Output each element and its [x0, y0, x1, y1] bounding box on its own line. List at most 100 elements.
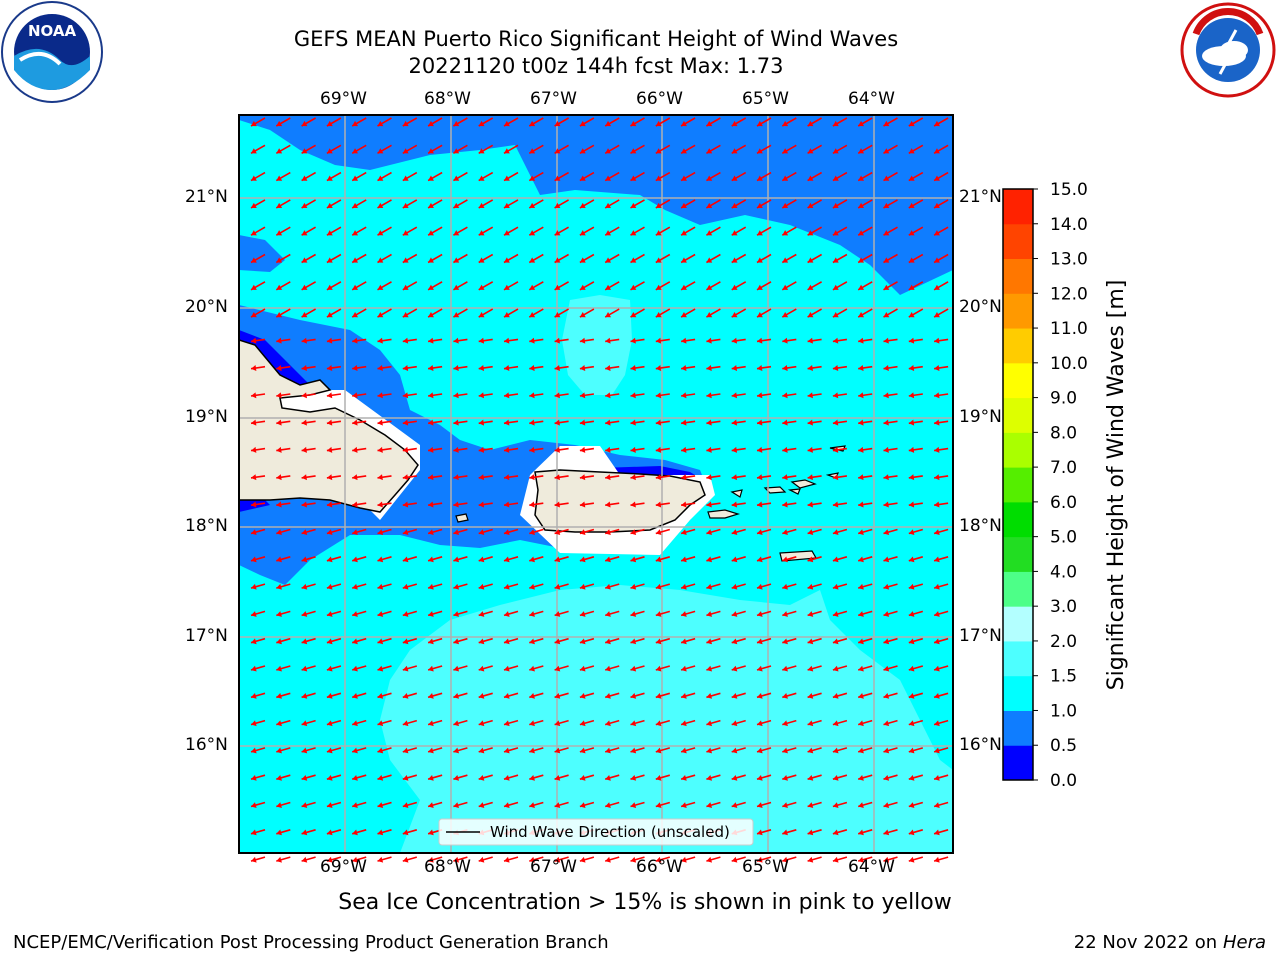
wave-direction-arrowhead [251, 284, 257, 290]
wave-direction-arrowhead [579, 720, 586, 727]
wave-direction-arrowhead [757, 693, 763, 699]
wave-direction-arrowhead [453, 720, 460, 727]
wave-direction-arrowhead [858, 148, 865, 154]
wave-direction-arrowhead [908, 611, 915, 617]
wave-direction-arrowhead [377, 365, 383, 371]
wave-direction-arrowhead [554, 529, 561, 536]
wave-direction-arrowhead [908, 446, 915, 453]
wave-direction-arrowhead [655, 148, 662, 154]
wave-direction-arrowhead [377, 257, 384, 263]
lat-label-right-20: 20°N [959, 297, 1002, 317]
wave-direction-arrowhead [832, 337, 839, 344]
wave-direction-arrowhead [681, 419, 687, 426]
wave-direction-arrowhead [908, 556, 915, 563]
lon-label-bottom-68: 68°W [424, 857, 471, 877]
wave-direction-arrowhead [605, 501, 611, 508]
wave-direction-arrowhead [579, 419, 586, 426]
wave-direction-arrowhead [579, 148, 586, 154]
wave-direction-arrowhead [453, 802, 460, 809]
wave-direction-arrowhead [731, 365, 738, 371]
wave-direction-arrowhead [529, 392, 535, 399]
wave-direction-arrowhead [377, 720, 384, 727]
wave-direction-arrowhead [605, 556, 611, 563]
wave-direction-arrowhead [934, 583, 940, 590]
wave-direction-arrowhead [655, 501, 662, 508]
colorbar-frame [1002, 188, 1034, 781]
wave-direction-arrowhead [301, 829, 308, 836]
colorbar-segment [1003, 606, 1033, 642]
colorbar-segment [1003, 258, 1033, 294]
colorbar-segment [1003, 328, 1033, 364]
wave-direction-arrowhead [807, 419, 813, 426]
wave-direction-arrowhead [377, 829, 384, 836]
wave-direction-arrowhead [858, 120, 865, 127]
wave-direction-arrowhead [630, 365, 636, 371]
wave-direction-arrowhead [352, 747, 358, 754]
wave-direction-arrowhead [276, 312, 283, 318]
wave-direction-arrowhead [807, 529, 814, 536]
wave-direction-arrowhead [605, 365, 611, 371]
wave-direction-arrowhead [934, 720, 940, 727]
wave-direction-arrowhead [478, 638, 485, 645]
wave-direction-arrowhead [402, 419, 409, 426]
wave-direction-arrowhead [605, 774, 611, 781]
wave-direction-arrowhead [630, 392, 636, 399]
wave-direction-arrowhead [655, 202, 662, 209]
wave-direction-arrowhead [529, 474, 535, 481]
wave-direction-arrowhead [579, 501, 586, 508]
wave-direction-arrowhead [453, 392, 459, 399]
wave-direction-arrowhead [883, 611, 890, 617]
colorbar-tick-label: 12.0 [1050, 284, 1088, 304]
wave-direction-arrowhead [276, 446, 282, 453]
wave-direction-arrowhead [757, 365, 763, 371]
wave-direction-arrowhead [428, 829, 434, 836]
wave-direction-arrowhead [934, 665, 940, 672]
wave-direction-arrowhead [807, 501, 813, 508]
wave-direction-arrowhead [326, 365, 333, 371]
wave-direction-arrowhead [757, 720, 763, 727]
wave-direction-arrowhead [605, 856, 611, 863]
colorbar-segment [1003, 362, 1033, 399]
wave-direction-arrowhead [731, 856, 738, 863]
wave-direction-arrowhead [579, 202, 586, 209]
wave-direction-arrowhead [681, 257, 687, 263]
wave-direction-arrowhead [529, 693, 535, 699]
wave-direction-arrowhead [883, 474, 889, 481]
wave-direction-arrowhead [402, 501, 409, 508]
wave-direction-arrowhead [402, 693, 409, 699]
wave-direction-arrowhead [605, 284, 612, 290]
wave-direction-arrowhead [251, 529, 257, 536]
wave-direction-arrowhead [934, 365, 940, 371]
wave-direction-arrowhead [402, 312, 409, 318]
wave-direction-arrowhead [655, 446, 662, 453]
wave-direction-arrowhead [478, 148, 485, 154]
wave-direction-arrowhead [529, 611, 535, 617]
wave-direction-arrowhead [883, 148, 890, 154]
wave-direction-arrowhead [908, 501, 915, 508]
wave-direction-arrowhead [832, 474, 839, 481]
wave-direction-arrowhead [251, 774, 257, 781]
wave-direction-arrowhead [782, 747, 788, 754]
wave-direction-arrowhead [504, 693, 510, 699]
lon-label-bottom-65: 65°W [742, 857, 789, 877]
wave-direction-arrowhead [554, 148, 561, 154]
wave-direction-arrowhead [908, 529, 915, 536]
wave-direction-arrowhead [352, 583, 358, 590]
wave-direction-arrowhead [757, 611, 763, 617]
wave-direction-arrowhead [478, 284, 485, 290]
wave-direction-arrowhead [655, 312, 662, 318]
wave-direction-arrowhead [579, 774, 586, 781]
wave-direction-arrowhead [655, 529, 662, 536]
wave-direction-arrowhead [352, 638, 358, 645]
wave-direction-arrowhead [428, 148, 434, 154]
wave-direction-arrowhead [554, 230, 561, 236]
wave-direction-arrowhead [908, 665, 915, 672]
land-vieques [707, 509, 741, 519]
wave-direction-arrowhead [352, 175, 359, 181]
wave-direction-arrowhead [504, 392, 510, 399]
wave-direction-arrowhead [630, 583, 637, 590]
colorbar-segment [1003, 223, 1033, 260]
wave-direction-arrowhead [782, 202, 789, 209]
wave-direction-arrowhead [782, 802, 788, 809]
wave-direction-arrowhead [428, 257, 434, 263]
